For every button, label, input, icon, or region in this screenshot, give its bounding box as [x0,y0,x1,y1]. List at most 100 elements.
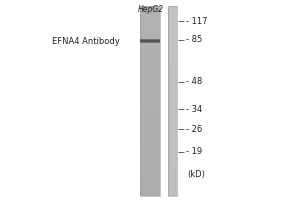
Bar [168,16,177,19]
Bar [140,148,160,152]
Bar [140,180,160,183]
Bar [168,6,177,196]
Bar [168,177,177,180]
Bar [168,183,177,186]
Bar [168,19,177,22]
Bar [168,164,177,168]
Bar [168,34,177,38]
Bar [168,79,177,82]
Bar [140,79,160,82]
Bar [168,148,177,152]
Bar [168,114,177,117]
Bar [168,126,177,130]
Bar [168,85,177,88]
Text: - 48: - 48 [186,77,202,86]
Text: HepG2: HepG2 [137,5,164,14]
Text: - 19: - 19 [186,148,202,156]
Bar [168,44,177,47]
Bar [168,69,177,73]
Bar [168,6,177,9]
Bar [168,50,177,53]
Bar [168,28,177,31]
Bar [140,60,160,63]
Bar [140,6,160,196]
Bar [140,9,160,12]
Bar [140,190,160,193]
Bar [168,168,177,171]
Bar [168,180,177,183]
Bar [140,133,160,136]
Bar [168,145,177,148]
Bar [140,183,160,186]
Bar [140,142,160,145]
Bar [168,66,177,69]
Text: - 26: - 26 [186,124,202,134]
Bar [168,38,177,41]
Bar [168,133,177,136]
Text: - 117: - 117 [186,17,208,25]
Bar [140,44,160,47]
Bar [140,88,160,92]
Bar [168,41,177,44]
Bar [168,123,177,126]
Bar [168,47,177,50]
Bar [168,25,177,28]
Bar [140,41,160,44]
Bar [140,6,160,9]
Bar [140,28,160,31]
Bar [140,34,160,38]
Bar [168,130,177,133]
Bar [168,161,177,164]
Bar [168,139,177,142]
Bar [140,110,160,114]
Bar [140,101,160,104]
Bar [140,31,160,34]
Bar [168,158,177,161]
Text: EFNA4 Antibody: EFNA4 Antibody [52,36,119,46]
Bar [168,22,177,25]
Bar [140,123,160,126]
Bar [168,53,177,57]
Bar [168,174,177,177]
Bar [168,60,177,63]
Bar [168,12,177,16]
Text: (kD): (kD) [188,170,206,180]
Bar [140,38,160,41]
Bar [140,114,160,117]
Bar [168,171,177,174]
Bar [140,53,160,57]
Bar [140,117,160,120]
Bar [168,73,177,76]
Bar [140,168,160,171]
Bar [140,76,160,79]
Bar [168,104,177,107]
Bar [168,101,177,104]
Bar [140,63,160,66]
Bar [168,31,177,34]
Bar [140,16,160,19]
Bar [140,126,160,130]
Bar [168,95,177,98]
Bar [140,50,160,53]
Bar [140,104,160,107]
Bar [140,155,160,158]
Bar [140,174,160,177]
Bar [140,130,160,133]
Bar [140,85,160,88]
Bar [140,12,160,16]
Bar [140,98,160,101]
Bar [140,171,160,174]
Bar [140,25,160,28]
Bar [140,177,160,180]
Bar [140,158,160,161]
Bar [168,92,177,95]
Bar [140,92,160,95]
Bar [168,136,177,139]
Bar [140,19,160,22]
Bar [140,145,160,148]
Bar [168,98,177,101]
Bar [168,190,177,193]
Bar [140,69,160,73]
Bar [168,110,177,114]
Bar [140,186,160,190]
